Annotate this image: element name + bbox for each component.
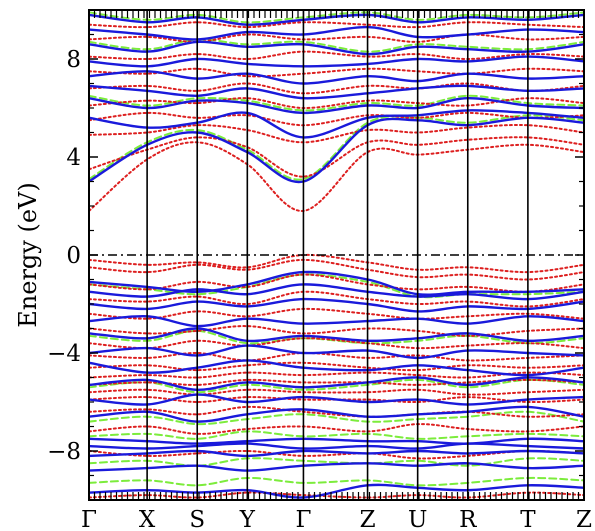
band-line: [89, 437, 584, 445]
kpoint-label: Γ: [295, 507, 311, 531]
band-line: [89, 371, 584, 379]
band-line: [89, 38, 584, 53]
band-line: [89, 273, 584, 293]
y-axis-title: Energy (eV): [14, 182, 42, 327]
band-line: [89, 114, 584, 181]
y-tick-labels: 8 4 0 −4 −8: [47, 47, 81, 465]
band-line: [89, 116, 584, 184]
band-line: [89, 405, 584, 423]
band-line: [89, 327, 584, 343]
band-line: [89, 483, 584, 499]
high-symmetry-lines: [146, 10, 529, 500]
band-line: [89, 40, 584, 56]
band-line: [89, 462, 584, 472]
band-line: [89, 388, 584, 396]
band-line: [89, 393, 584, 406]
band-line: [89, 96, 584, 115]
band-line: [89, 376, 584, 392]
band-line: [89, 253, 584, 274]
band-line: [89, 141, 584, 212]
band-line: [89, 378, 584, 394]
band-line: [89, 442, 584, 450]
kpoint-label: Z: [360, 507, 376, 531]
band-line: [89, 50, 584, 61]
band-line: [89, 405, 584, 418]
y-tick-label: 0: [66, 243, 81, 269]
kpoint-label: Z: [576, 507, 592, 531]
band-line: [89, 430, 584, 440]
band-line: [89, 70, 584, 85]
band-series-solid: [89, 13, 584, 499]
kpoint-label: S: [189, 507, 205, 531]
kpoint-label: Y: [239, 507, 256, 531]
band-line: [89, 344, 584, 360]
band-line: [89, 449, 584, 458]
band-line: [89, 33, 584, 43]
band-line: [89, 84, 584, 100]
band-line: [89, 258, 584, 281]
y-tick-label: −8: [47, 439, 81, 465]
band-line: [89, 410, 584, 426]
band-line: [89, 13, 584, 26]
y-tick-label: −4: [47, 341, 81, 367]
band-line: [89, 476, 584, 487]
kpoint-label: R: [459, 507, 477, 531]
band-line: [89, 359, 584, 377]
band-line: [89, 109, 584, 139]
kpoint-label: T: [520, 507, 536, 531]
band-line: [89, 449, 584, 460]
kpoint-label: Γ: [81, 507, 97, 531]
band-line: [89, 337, 584, 350]
band-line: [89, 55, 584, 68]
plot-frame: [88, 9, 585, 501]
band-line: [89, 351, 584, 362]
band-line: [89, 457, 584, 467]
band-line: [89, 94, 584, 112]
band-line: [89, 290, 584, 308]
band-line: [89, 21, 584, 29]
band-lines: [89, 11, 584, 499]
band-line: [89, 283, 584, 301]
band-line: [89, 25, 584, 41]
band-line: [89, 67, 584, 78]
band-series-dashed: [89, 11, 584, 487]
band-line: [89, 82, 584, 95]
band-line: [89, 111, 584, 127]
band-line: [89, 307, 584, 320]
y-tick-label: 8: [66, 47, 81, 73]
band-line: [89, 361, 584, 372]
kpoint-label: U: [408, 507, 427, 531]
band-line: [89, 423, 584, 435]
band-line: [89, 270, 584, 296]
band-line: [89, 273, 584, 299]
axis-ticks: [89, 9, 584, 501]
kpoint-label: X: [139, 507, 156, 531]
band-line: [89, 315, 584, 328]
band-line: [89, 329, 584, 345]
band-line: [89, 123, 584, 144]
y-tick-label: 4: [66, 145, 81, 171]
band-line: [89, 136, 584, 178]
band-line: [89, 297, 584, 313]
